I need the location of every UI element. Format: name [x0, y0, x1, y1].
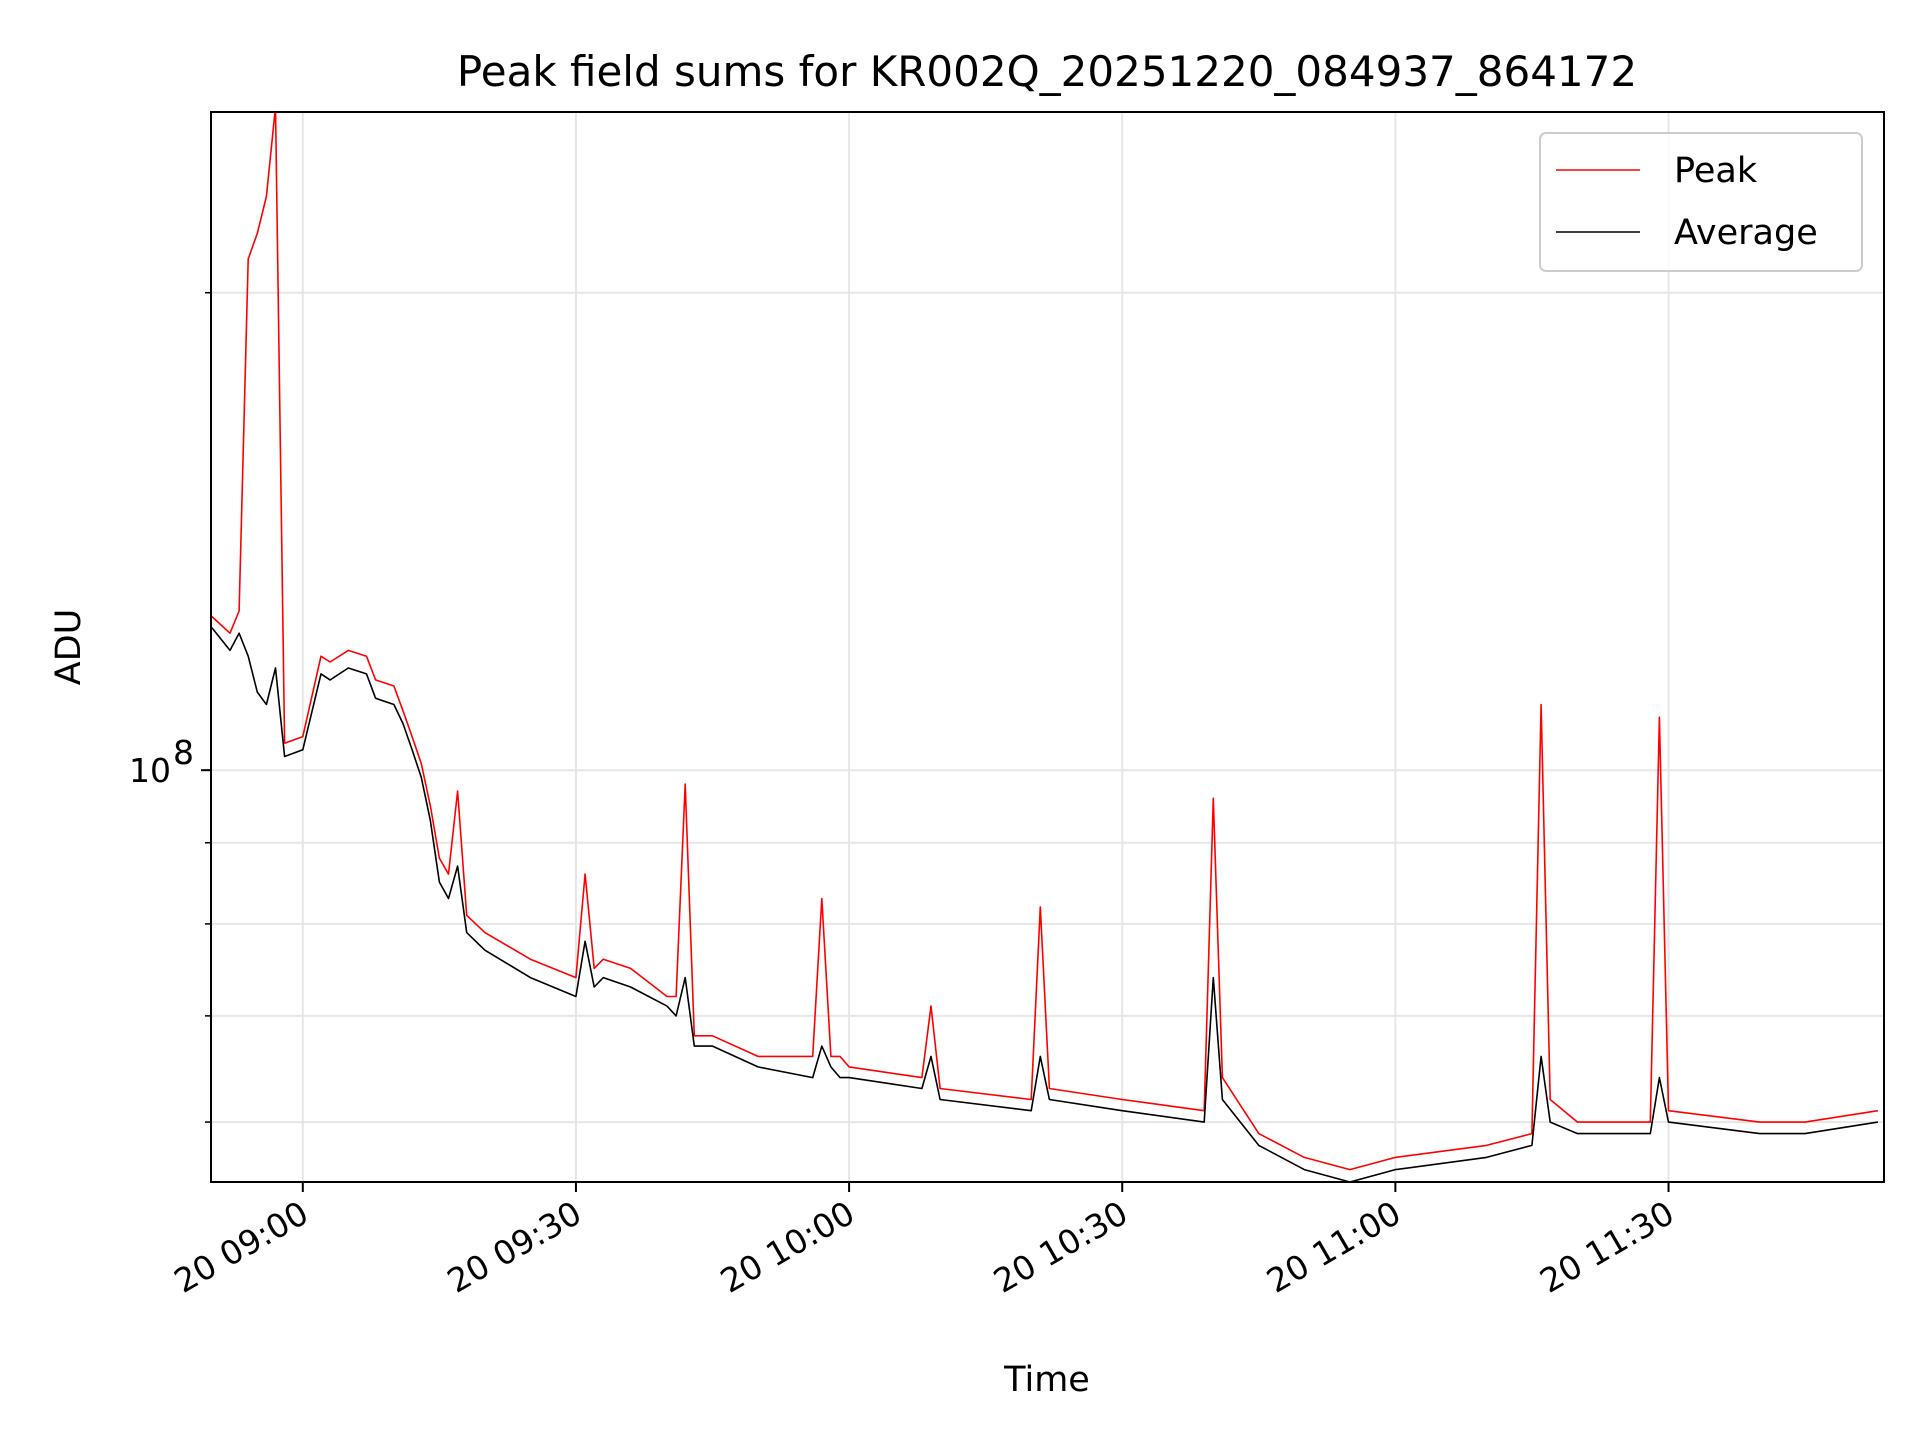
legend-label-average: Average: [1674, 213, 1818, 253]
y-axis: 10 8: [129, 291, 211, 1123]
legend-box: [1539, 132, 1863, 272]
legend-label-peak: Peak: [1674, 151, 1758, 191]
series-line-average: [211, 627, 1879, 1182]
plot-frame: [210, 111, 1885, 1183]
legend: Peak Average: [1539, 132, 1863, 272]
y-tick-label-exponent: 8: [173, 733, 194, 772]
chart-title: Peak field sums for KR002Q_20251220_0849…: [457, 47, 1637, 96]
x-axis-label: Time: [1003, 1360, 1090, 1400]
y-tick-label: 10: [129, 751, 171, 790]
y-axis-label: ADU: [49, 609, 89, 686]
series-line-peak: [211, 112, 1879, 1171]
grid: [211, 112, 1884, 1182]
plot-lines: [211, 112, 1879, 1182]
